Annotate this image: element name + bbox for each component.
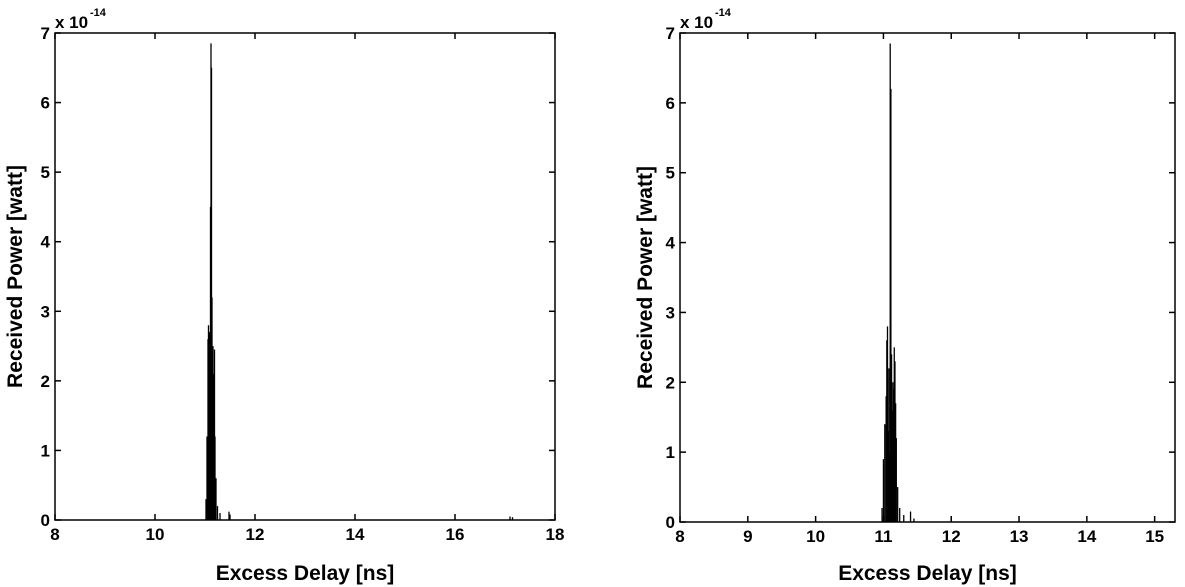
y-scale-exponent: -14	[90, 7, 107, 19]
x-tick-label: 8	[50, 525, 59, 544]
y-axis-label: Received Power [watt]	[634, 166, 657, 389]
x-tick-label: 9	[743, 527, 752, 546]
y-tick-label: 0	[41, 511, 50, 530]
x-tick-label: 18	[546, 525, 565, 544]
x-tick-label: 14	[346, 525, 365, 544]
x-tick-label: 16	[446, 525, 465, 544]
y-tick-label: 1	[666, 443, 675, 462]
y-tick-label: 2	[41, 372, 50, 391]
x-tick-label: 11	[874, 527, 892, 546]
x-tick-label: 10	[806, 527, 825, 546]
x-tick-label: 12	[942, 527, 961, 546]
y-tick-label: 3	[41, 302, 50, 321]
y-tick-label: 4	[41, 233, 51, 252]
y-tick-label: 4	[666, 234, 676, 253]
y-tick-label: 7	[41, 24, 50, 43]
plot-area	[54, 32, 556, 521]
x-tick-label: 13	[1010, 527, 1029, 546]
y-tick-label: 7	[666, 24, 675, 43]
plot-area	[679, 32, 1176, 523]
x-axis-label: Excess Delay [ns]	[216, 562, 395, 585]
y-tick-label: 6	[666, 94, 675, 113]
y-tick-label: 1	[41, 441, 50, 460]
y-tick-label: 5	[41, 163, 50, 182]
y-tick-label: 6	[41, 94, 50, 113]
x-axis-label: Excess Delay [ns]	[838, 562, 1017, 585]
x-tick-label: 8	[675, 527, 684, 546]
y-tick-label: 0	[666, 513, 675, 532]
x-tick-label: 10	[146, 525, 165, 544]
y-tick-label: 2	[666, 373, 675, 392]
x-tick-label: 12	[246, 525, 265, 544]
x-tick-label: 15	[1145, 527, 1164, 546]
y-scale-base: x 10	[55, 13, 88, 32]
y-scale-base: x 10	[680, 13, 713, 32]
y-tick-label: 5	[666, 164, 675, 183]
x-tick-label: 14	[1077, 527, 1096, 546]
y-axis-label: Received Power [watt]	[4, 165, 27, 388]
y-tick-label: 3	[666, 303, 675, 322]
y-scale-exponent: -14	[715, 7, 732, 19]
